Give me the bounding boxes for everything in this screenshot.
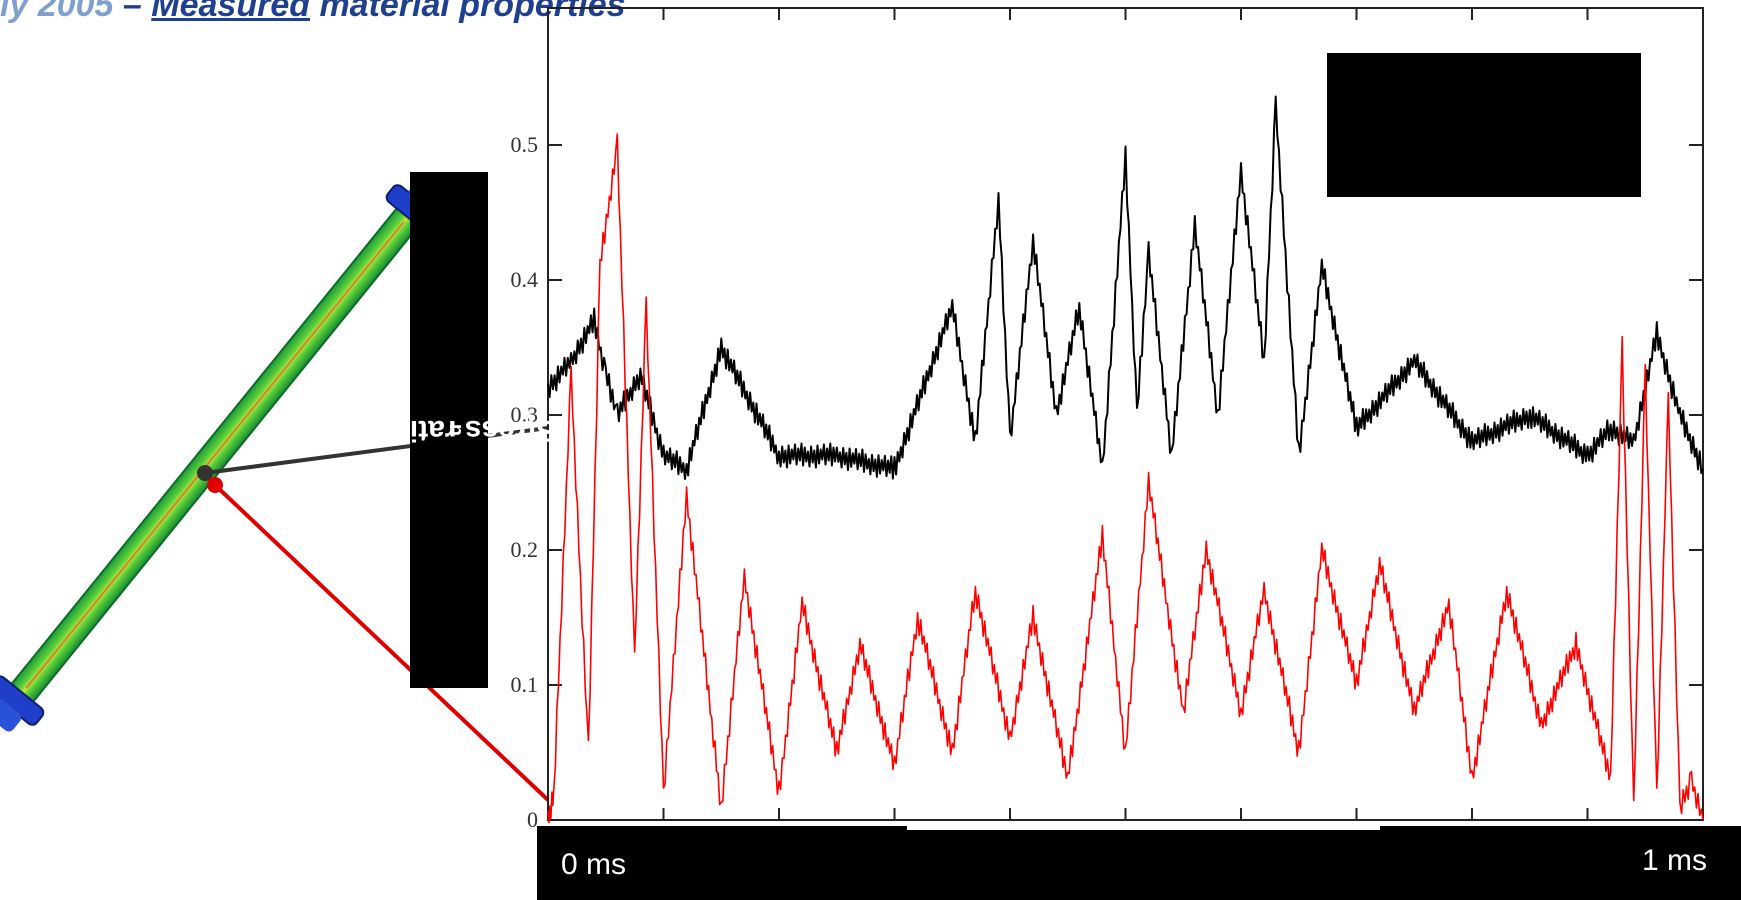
series-line-black: [547, 95, 1704, 480]
x-end-label: 1 ms: [1642, 844, 1708, 877]
time-bar-middle: [905, 830, 1382, 900]
black-pointer-line: [204, 426, 549, 475]
time-bar-right: [1380, 826, 1741, 900]
red-pointer-dot: [207, 477, 223, 493]
rod-illustration: [0, 178, 443, 732]
y-tick-label: 0.3: [511, 402, 539, 427]
axis-ticks: 0 0.1 0.2 0.3 0.4 0.5: [511, 8, 1703, 832]
series-line-red: [547, 133, 1704, 824]
time-bar-left: [537, 826, 907, 900]
y-tick-label: 0.4: [511, 267, 539, 292]
y-tick-label: 0.1: [511, 672, 539, 697]
header-separator: –: [113, 0, 152, 24]
slide-header: ly 2005 – Measured material properties: [0, 0, 626, 25]
red-pointer-line: [213, 483, 550, 802]
x-start-label: 0 ms: [561, 848, 627, 881]
header-rest: material properties: [310, 0, 626, 24]
y-axis-label-text: Stress ratio s/s: [341, 414, 557, 447]
black-pointer-dot: [197, 465, 213, 481]
header-underlined-word: Measured: [151, 0, 310, 24]
y-tick-label: 0.2: [511, 537, 539, 562]
series-group: [547, 95, 1704, 824]
legend-redaction: [1327, 53, 1641, 197]
y-tick-label: 0.5: [511, 132, 539, 157]
header-date: ly 2005: [0, 0, 114, 24]
y-axis-label: Stress ratio s/s u: [341, 172, 557, 688]
y-tick-label: 0: [527, 807, 538, 832]
